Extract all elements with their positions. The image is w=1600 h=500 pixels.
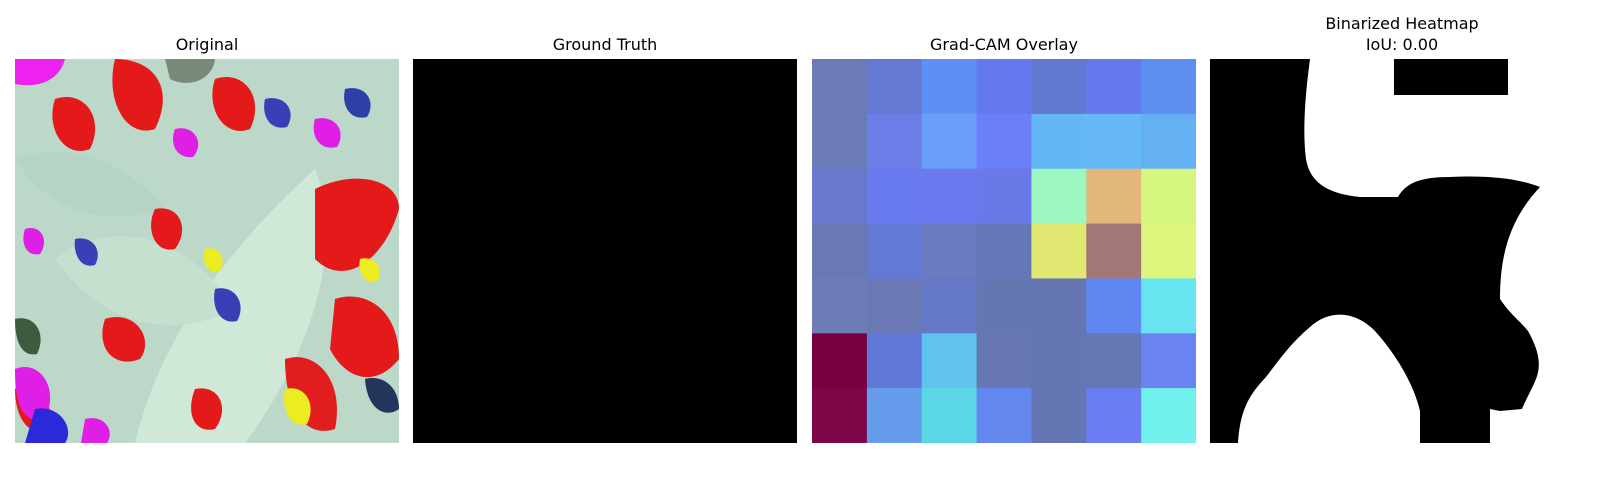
ground-truth-mask <box>413 59 797 443</box>
heatmap-cell-r1-c1 <box>866 113 923 170</box>
original-image <box>15 59 399 443</box>
original-image-svg <box>15 59 399 443</box>
heatmap-cell-r0-c0 <box>812 59 868 115</box>
binarized-title: Binarized Heatmap IoU: 0.00 <box>1210 13 1594 55</box>
heatmap-cell-r4-c0 <box>812 278 868 334</box>
binarized-heatmap-svg <box>1210 59 1594 443</box>
heatmap-cell-r3-c5 <box>1086 223 1142 280</box>
heatmap-cell-r0-c6 <box>1141 59 1196 115</box>
heatmap-cell-r3-c6 <box>1141 223 1196 280</box>
heatmap-cell-r4-c2 <box>921 278 978 334</box>
heatmap-cell-r6-c6 <box>1141 388 1196 443</box>
heatmap-cell-r5-c2 <box>921 333 978 389</box>
heatmap-cell-r5-c5 <box>1086 333 1142 389</box>
heatmap-cell-r4-c3 <box>976 278 1033 334</box>
iou-label: IoU: 0.00 <box>1365 35 1439 54</box>
ground-truth-image <box>413 59 797 443</box>
ground-truth-title: Ground Truth <box>413 34 797 55</box>
heatmap-cell-r6-c2 <box>921 388 978 443</box>
heatmap-cell-r2-c3 <box>976 168 1033 225</box>
heatmap-cell-r6-c5 <box>1086 388 1142 443</box>
heatmap-cell-r1-c3 <box>976 113 1033 170</box>
heatmap-cell-r0-c2 <box>921 59 978 115</box>
heatmap-cell-r6-c1 <box>866 388 923 443</box>
heatmap-cell-r6-c4 <box>1031 388 1087 443</box>
heatmap-cell-r2-c2 <box>921 168 978 225</box>
heatmap-cell-r2-c1 <box>866 168 923 225</box>
heatmap-cell-r6-c0 <box>812 388 868 443</box>
overlay-title: Grad-CAM Overlay <box>812 34 1196 55</box>
heatmap-cell-r5-c3 <box>976 333 1033 389</box>
original-title: Original <box>15 34 399 55</box>
original-title-text: Original <box>175 35 239 54</box>
gradcam-overlay <box>812 59 1196 443</box>
heatmap-cell-r3-c0 <box>812 223 868 280</box>
heatmap-cell-r2-c5 <box>1086 168 1142 225</box>
heatmap-cell-r4-c6 <box>1141 278 1196 334</box>
heatmap-cell-r0-c3 <box>976 59 1033 115</box>
heatmap-cell-r2-c6 <box>1141 168 1196 225</box>
heatmap-cell-r5-c0 <box>812 333 868 389</box>
heatmap-cell-r0-c5 <box>1086 59 1142 115</box>
heatmap-cell-r3-c4 <box>1031 223 1087 280</box>
heatmap-cell-r1-c0 <box>812 113 868 170</box>
binarized-heatmap <box>1210 59 1594 443</box>
heatmap-cell-r5-c6 <box>1141 333 1196 389</box>
heatmap-cell-r4-c1 <box>866 278 923 334</box>
heatmap-cell-r2-c4 <box>1031 168 1087 225</box>
heatmap-cell-r1-c5 <box>1086 113 1142 170</box>
heatmap-cell-r1-c6 <box>1141 113 1196 170</box>
heatmap-cell-r3-c1 <box>866 223 923 280</box>
heatmap-cell-r3-c2 <box>921 223 978 280</box>
heatmap-cell-r5-c1 <box>866 333 923 389</box>
heatmap-cell-r4-c5 <box>1086 278 1142 334</box>
binarized-title-text: Binarized Heatmap <box>1325 14 1479 33</box>
heatmap-cell-r3-c3 <box>976 223 1033 280</box>
heatmap-cell-r4-c4 <box>1031 278 1087 334</box>
heatmap-cell-r2-c0 <box>812 168 868 225</box>
mask-background-shape <box>1210 59 1540 443</box>
overlay-title-text: Grad-CAM Overlay <box>930 35 1078 54</box>
ground-truth-title-text: Ground Truth <box>552 35 658 54</box>
ground-truth-svg <box>413 59 797 443</box>
heatmap-cell-r5-c4 <box>1031 333 1087 389</box>
heatmap-cell-r1-c4 <box>1031 113 1087 170</box>
heatmap-cell-r1-c2 <box>921 113 978 170</box>
heatmap-cell-r6-c3 <box>976 388 1033 443</box>
gradcam-overlay-svg <box>812 59 1196 443</box>
heatmap-cell-r0-c1 <box>866 59 923 115</box>
heatmap-cell-r0-c4 <box>1031 59 1087 115</box>
